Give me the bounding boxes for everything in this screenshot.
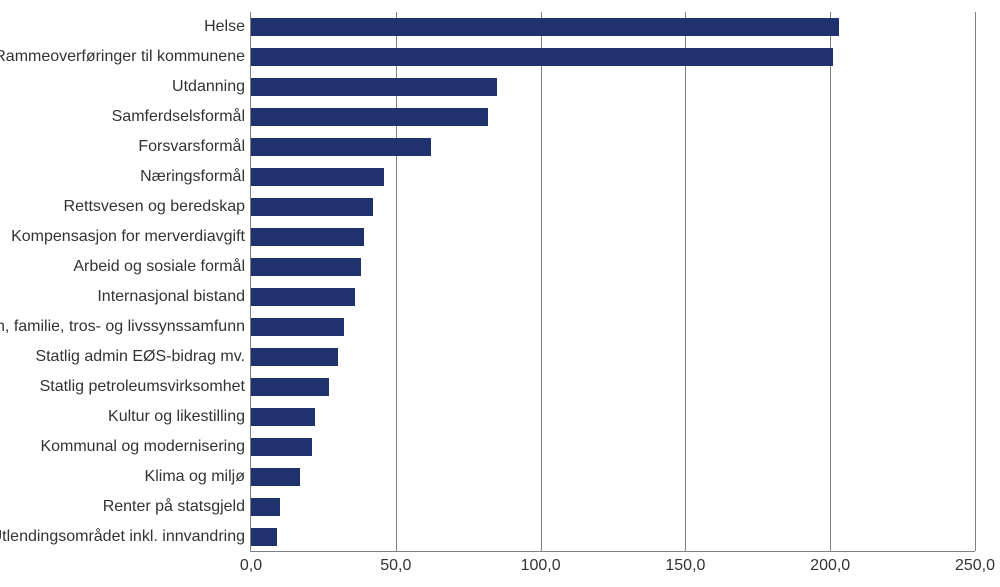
plot-area: 0,050,0100,0150,0200,0250,0HelseRammeove… xyxy=(250,12,975,552)
bar xyxy=(251,438,312,455)
bar xyxy=(251,198,373,215)
y-axis-category-label: Forsvarsformål xyxy=(138,138,251,156)
bar xyxy=(251,378,329,395)
gridline xyxy=(541,12,542,551)
y-axis-category-label: Statlig petroleumsvirksomhet xyxy=(40,378,251,396)
y-axis-category-label: Næringsformål xyxy=(140,168,251,186)
x-axis-tick-label: 0,0 xyxy=(240,551,262,575)
y-axis-category-label: Renter på statsgjeld xyxy=(103,498,251,516)
y-axis-category-label: Statlig admin EØS-bidrag mv. xyxy=(35,348,251,366)
bar xyxy=(251,48,833,65)
bar xyxy=(251,108,488,125)
y-axis-category-label: Kultur og likestilling xyxy=(108,408,251,426)
y-axis-category-label: Rettsvesen og beredskap xyxy=(64,198,251,216)
y-axis-category-label: Barn, familie, tros- og livssynssamfunn xyxy=(0,318,251,336)
y-axis-category-label: Arbeid og sosiale formål xyxy=(73,258,251,276)
bar xyxy=(251,78,497,95)
bar xyxy=(251,258,361,275)
x-axis-tick-label: 150,0 xyxy=(665,551,705,575)
y-axis-category-label: Internasjonal bistand xyxy=(97,288,251,306)
x-axis-tick-label: 200,0 xyxy=(810,551,850,575)
y-axis-category-label: Helse xyxy=(204,18,251,36)
gridline xyxy=(830,12,831,551)
y-axis-category-label: Kommunal og modernisering xyxy=(40,438,251,456)
bar xyxy=(251,228,364,245)
x-axis-tick-label: 250,0 xyxy=(955,551,995,575)
bar xyxy=(251,408,315,425)
bar xyxy=(251,528,277,545)
bar xyxy=(251,468,300,485)
chart-container: 0,0 50,0 100,0 150,0 200,0 250,0 Helse Rammeove… xyxy=(0,0,1000,587)
y-axis-category-label: Rammeoverføringer til kommunene xyxy=(0,48,251,66)
bar xyxy=(251,138,431,155)
bar xyxy=(251,348,338,365)
gridline xyxy=(975,12,976,551)
x-axis-tick-label: 50,0 xyxy=(380,551,411,575)
bar xyxy=(251,168,384,185)
y-axis-category-label: Kompensasjon for merverdiavgift xyxy=(11,228,251,246)
bar xyxy=(251,18,839,35)
bar xyxy=(251,288,355,305)
y-axis-category-label: Samferdselsformål xyxy=(112,108,251,126)
y-axis-category-label: Utlendingsområdet inkl. innvandring xyxy=(0,528,251,546)
bar xyxy=(251,318,344,335)
x-axis-tick-label: 100,0 xyxy=(521,551,561,575)
y-axis-category-label: Utdanning xyxy=(172,78,251,96)
y-axis-category-label: Klima og miljø xyxy=(145,468,251,486)
gridline xyxy=(685,12,686,551)
bar xyxy=(251,498,280,515)
